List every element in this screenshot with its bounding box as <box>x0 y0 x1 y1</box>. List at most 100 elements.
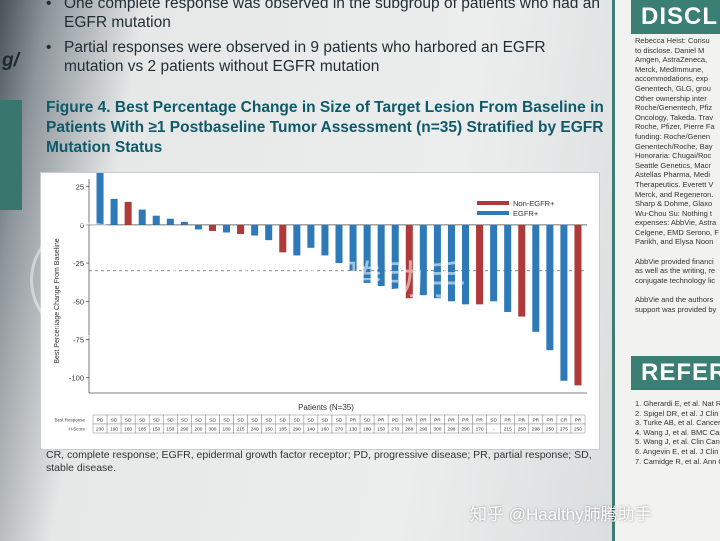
disclosure-line: Therapeutics. Everett V <box>635 179 714 189</box>
table-cell-text: PR <box>378 418 385 424</box>
figure-title: Figure 4. Best Percentage Change in Size… <box>46 99 604 156</box>
figure-caption: CR, complete response; EGFR, epidermal g… <box>46 449 592 474</box>
bar <box>194 224 202 230</box>
disclosure-line: Wu-Chou Su: Nothing t <box>635 208 712 218</box>
bar <box>307 224 315 248</box>
table-cell-text: 215 <box>504 427 512 433</box>
table-cell-text: SD <box>322 418 329 424</box>
bar <box>96 166 104 225</box>
table-cell-text: PR <box>350 418 357 424</box>
legend-swatch <box>477 201 509 205</box>
table-cell-text: PD <box>97 418 104 424</box>
table-cell-text: CR <box>560 418 567 424</box>
bar <box>490 224 498 302</box>
disclosure-line: Astellas Pharma, Medi <box>635 170 711 180</box>
table-cell-text: PD <box>392 418 399 424</box>
bar <box>293 224 301 256</box>
table-cell-text: PR <box>518 418 525 424</box>
disclosure-line: Roche/Genentech, Pfiz <box>635 103 713 113</box>
table-cell-text: PR <box>434 418 441 424</box>
table-cell-text: SD <box>209 418 216 424</box>
table-cell-text: 250 <box>574 427 582 433</box>
references-header: REFER <box>631 356 720 390</box>
bar <box>152 215 160 225</box>
bar <box>321 224 329 256</box>
table-cell-text: 290 <box>419 427 427 433</box>
table-cell-text: 290 <box>462 427 470 433</box>
bar <box>518 224 526 317</box>
table-cell-text: SD <box>251 418 258 424</box>
disclosure-line: support was provided by <box>635 304 717 314</box>
table-cell-text: 298 <box>532 427 540 433</box>
bar <box>574 224 582 386</box>
bar <box>335 224 343 264</box>
table-cell-text: 185 <box>138 427 146 433</box>
waterfall-chart: 250-25-50-75-100 Non-EGFR+EGFR+ Best Res… <box>54 166 587 434</box>
legend-label: EGFR+ <box>513 209 539 218</box>
table-cell-text: 150 <box>377 427 385 433</box>
bullet-list: • One complete response was observed in … <box>44 0 604 82</box>
table-cell-text: 250 <box>546 427 554 433</box>
bar <box>433 224 441 299</box>
bullet-item: • Partial responses were observed in 9 p… <box>44 38 604 76</box>
table-cell-text: 275 <box>560 427 568 433</box>
bar <box>391 224 399 290</box>
table-cell-text: 250 <box>518 427 526 433</box>
bar <box>560 224 568 381</box>
table-cell-text: SD <box>364 418 371 424</box>
table-cell-text: SD <box>167 418 174 424</box>
table-cell-text: SD <box>181 418 188 424</box>
chart-panel: 25 0 -25 -50 -75 -100 Non-EGFR+ EGFR+ Best Res… <box>40 166 600 450</box>
bar <box>223 224 231 233</box>
table-cell-text: SD <box>223 418 230 424</box>
table-cell-text: 288 <box>405 427 413 433</box>
table-cell-text: 270 <box>335 427 343 433</box>
table-cell-text: 160 <box>321 427 329 433</box>
reference-line: 4. Wang J, et al. BMC Canc <box>635 427 720 437</box>
bar <box>504 224 512 312</box>
table-cell-text: 180 <box>363 427 371 433</box>
watermark-logo-icon <box>30 222 146 338</box>
bar <box>166 218 174 225</box>
table-cell-text: PR <box>547 418 554 424</box>
table-cell-text: PR <box>476 418 483 424</box>
table-cell-text: SD <box>195 418 202 424</box>
bar <box>405 224 413 299</box>
bar <box>419 224 427 296</box>
disclosure-line: Seattle Genetics, Macr <box>635 160 711 170</box>
disclosures-text: Rebecca Heist: Consu to disclose. Daniel … <box>635 36 720 314</box>
disclosure-line: Oncology, Takeda. Trav <box>635 112 714 122</box>
reference-line: 7. Camidge R, et al. Ann O <box>635 456 720 466</box>
table-cell-text: 298 <box>447 427 455 433</box>
x-axis-label: Patients (N=35) <box>298 403 354 412</box>
disclosure-line: accommodations, exp <box>635 74 708 84</box>
disclosure-line: conjugate technology lic <box>635 275 716 285</box>
bar <box>279 224 287 253</box>
table-cell-text: SD <box>153 418 160 424</box>
bar <box>349 224 357 271</box>
bar <box>237 224 245 235</box>
disclosure-line: Other ownership inter <box>635 93 707 103</box>
table-cell-text: PR <box>532 418 539 424</box>
watermark-text: Haalthy肺腾助手 <box>150 259 468 303</box>
table-cell-text: 300 <box>433 427 441 433</box>
reference-line: 3. Turke AB, et al. Cancer <box>635 418 720 428</box>
bullet-item: • One complete response was observed in … <box>44 0 604 32</box>
table-cell-text: SD <box>308 418 315 424</box>
right-panel: DISCL Rebecca Heist: Consu to disclose. D… <box>612 0 720 541</box>
table-cell-text: PR <box>420 418 427 424</box>
table-cell-text: - <box>493 428 495 433</box>
table-cell-text: SD <box>293 418 300 424</box>
table-cell-text: PR <box>504 418 511 424</box>
left-column-fragment: g/ <box>2 50 19 71</box>
disclosures-header: DISCL <box>631 0 720 34</box>
bullet-dot: • <box>46 39 52 56</box>
table-cell-text: 300 <box>208 427 216 433</box>
table-row-label: Best Response <box>54 418 85 423</box>
legend-swatch <box>477 211 509 215</box>
bar <box>124 201 132 225</box>
bar <box>208 224 216 231</box>
disclosure-line: as well as the writing, re <box>635 266 716 276</box>
table-cell-text: 150 <box>152 427 160 433</box>
table-cell-text: 200 <box>194 427 202 433</box>
